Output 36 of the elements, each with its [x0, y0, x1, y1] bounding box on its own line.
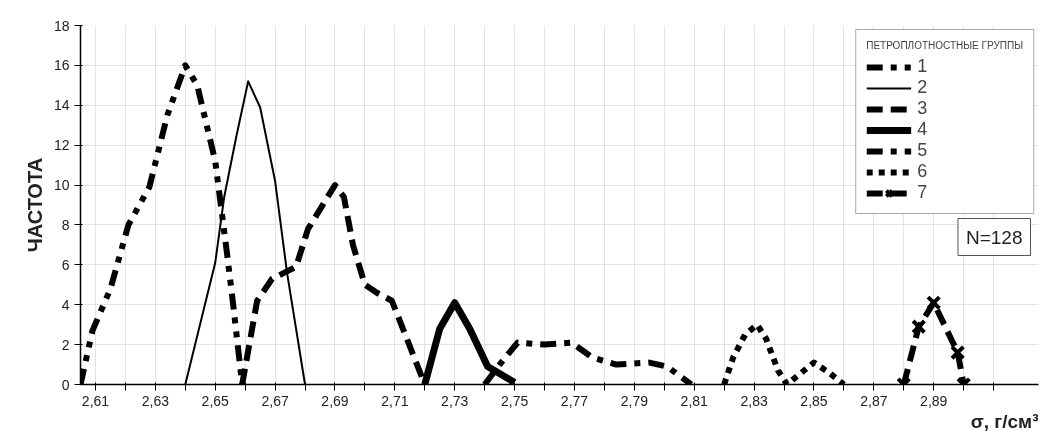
y-axis-title: ЧАСТОТА: [23, 157, 46, 253]
x-tick-label: 2,67: [261, 392, 289, 409]
legend-label: 7: [917, 182, 929, 203]
x-axis-title: σ, г/см³: [970, 410, 1039, 431]
x-tick-label: 2,79: [620, 392, 649, 409]
y-tick-label: 16: [53, 57, 70, 74]
x-tick-label: 2,87: [860, 392, 888, 409]
x-tick-label: 2,75: [500, 392, 529, 409]
x-tick-label: 2,85: [800, 392, 828, 409]
x-tick-label: 2,61: [81, 392, 110, 409]
x-tick-label: 2,65: [201, 392, 230, 409]
x-tick-label: 2,83: [740, 392, 768, 409]
y-tick-label: 8: [61, 216, 70, 233]
y-tick-label: 0: [61, 376, 70, 393]
y-tick-label: 4: [61, 296, 70, 313]
x-tick-label: 2,71: [381, 392, 409, 409]
legend-label: 1: [917, 56, 929, 77]
x-tick-label: 2,77: [560, 392, 589, 409]
legend-label: 4: [917, 119, 929, 140]
y-tick-label: 18: [53, 17, 70, 34]
x-tick-label: 2,73: [441, 392, 469, 409]
legend-label: 2: [917, 77, 929, 98]
x-tick-label: 2,63: [141, 392, 170, 409]
legend-label: 6: [917, 161, 929, 182]
y-tick-label: 14: [53, 97, 70, 114]
y-tick-label: 6: [61, 256, 70, 273]
legend-title: ПЕТРОПЛОТНОСТНЫЕ ГРУППЫ: [866, 40, 1023, 51]
y-tick-label: 12: [53, 137, 70, 154]
legend-label: 3: [917, 98, 929, 119]
y-tick-label: 2: [61, 336, 70, 353]
y-tick-label: 10: [53, 177, 70, 194]
x-tick-label: 2,81: [680, 392, 709, 409]
x-tick-label: 2,69: [321, 392, 349, 409]
legend-label: 5: [917, 140, 929, 161]
x-tick-label: 2,89: [920, 392, 948, 409]
annotation: N=128: [965, 226, 1023, 248]
